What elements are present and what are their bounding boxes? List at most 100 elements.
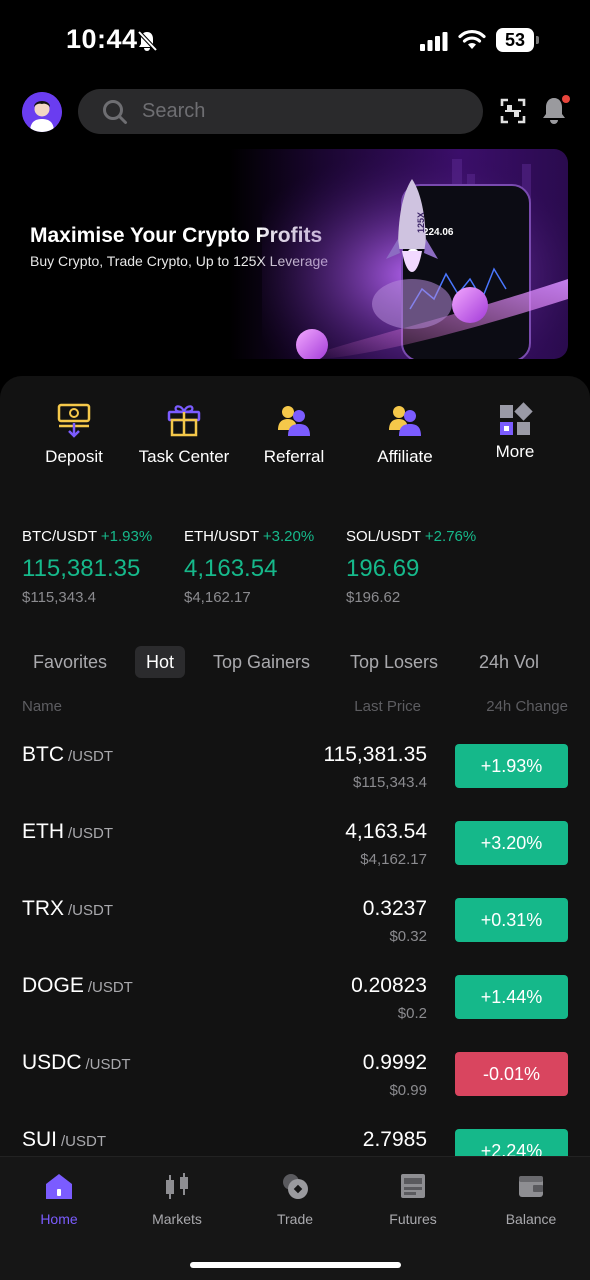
market-row-usdc[interactable]: USDC/USDT 0.9992 $0.99 -0.01% [0, 1051, 590, 1111]
row-pair: SUI/USDT [22, 1128, 106, 1152]
market-row-trx[interactable]: TRX/USDT 0.3237 $0.32 +0.31% [0, 897, 590, 957]
ticker-price: 196.69 [346, 555, 420, 582]
tab-top-gainers[interactable]: Top Gainers [213, 652, 311, 672]
quick-action-label: Task Center [138, 447, 230, 466]
promo-banner[interactable]: Maximise Your Crypto Profits Buy Crypto,… [22, 149, 568, 359]
row-quote-asset: /USDT [68, 825, 113, 842]
ticker-pair-name: SOL/USDT [346, 528, 421, 545]
search-bar[interactable] [78, 89, 483, 134]
tab-hot[interactable]: Hot [135, 646, 186, 678]
row-quote-asset: /USDT [68, 902, 113, 919]
market-tabs: Favorites Hot Top Gainers Top Losers 24h… [22, 646, 590, 680]
row-change-badge[interactable]: +2.24% [455, 1129, 568, 1156]
ticker-btc[interactable]: BTC/USDT +1.93% 115,381.35 $115,343.4 [22, 528, 152, 606]
ticker-sol[interactable]: SOL/USDT +2.76% 196.69 $196.62 [346, 528, 476, 606]
row-pair: USDC/USDT [22, 1051, 131, 1075]
home-icon [46, 1174, 72, 1199]
quick-action-label: Deposit [45, 447, 103, 466]
nav-home[interactable]: Home [4, 1171, 114, 1227]
tab-top-losers[interactable]: Top Losers [350, 652, 439, 672]
row-last-price: 2.7985 [362, 1128, 427, 1151]
nav-label: Home [40, 1211, 78, 1227]
ticker-pair: SOL/USDT +2.76% [346, 528, 476, 545]
row-pair: DOGE/USDT [22, 974, 133, 998]
notification-bell-icon[interactable] [540, 94, 570, 126]
affiliate-icon [389, 406, 421, 436]
row-quote-asset: /USDT [87, 979, 133, 996]
row-usd-price: $0.99 [389, 1082, 427, 1099]
row-pair: ETH/USDT [22, 820, 113, 844]
nav-markets[interactable]: Markets [122, 1171, 232, 1227]
nav-label: Trade [276, 1211, 314, 1227]
main-panel: Deposit Task Center Referral Affiliate [0, 376, 590, 1156]
bell-slash-icon [137, 30, 157, 52]
search-icon [103, 100, 127, 124]
column-header-last-price[interactable]: Last Price [354, 698, 421, 715]
nav-label: Futures [389, 1211, 437, 1227]
market-list: BTC/USDT 115,381.35 $115,343.4 +1.93% ET… [0, 376, 590, 1156]
banner-rocket-phone-illustration: 118,224.06 125X [262, 149, 568, 359]
market-row-sui[interactable]: SUI/USDT 2.7985 +2.24% [0, 1128, 590, 1156]
row-quote-asset: /USDT [68, 748, 113, 765]
banner-rocket-text: 125X [416, 212, 426, 233]
tab-24h-vol[interactable]: 24h Vol [479, 652, 540, 672]
battery-indicator: 53 [496, 28, 540, 52]
quick-action-label: Affiliate [377, 447, 433, 466]
ticker-change: +2.76% [424, 528, 477, 545]
home-indicator [190, 1262, 401, 1268]
row-quote-asset: /USDT [85, 1056, 131, 1073]
row-usd-price: $0.2 [397, 1005, 427, 1022]
avatar[interactable] [22, 92, 62, 132]
row-change-badge[interactable]: +1.93% [455, 744, 568, 788]
market-row-btc[interactable]: BTC/USDT 115,381.35 $115,343.4 +1.93% [0, 743, 590, 803]
column-header-name[interactable]: Name [22, 698, 63, 715]
banner-subtitle: Buy Crypto, Trade Crypto, Up to 125X Lev… [30, 253, 329, 269]
row-base-asset: DOGE [22, 974, 84, 997]
row-change-badge[interactable]: -0.01% [455, 1052, 568, 1096]
ticker-pair: ETH/USDT +3.20% [184, 528, 314, 545]
market-row-eth[interactable]: ETH/USDT 4,163.54 $4,162.17 +3.20% [0, 820, 590, 880]
row-base-asset: USDC [22, 1051, 82, 1074]
ticker-pair-name: BTC/USDT [22, 528, 97, 545]
battery-level: 53 [496, 28, 534, 52]
nav-balance[interactable]: Balance [476, 1171, 586, 1227]
banner-phone-price: 118,224.06 [404, 227, 454, 238]
ticker-usd: $4,162.17 [184, 589, 251, 606]
futures-icon [401, 1174, 425, 1198]
nav-trade[interactable]: Trade [240, 1171, 350, 1227]
quick-action-label: More [495, 442, 535, 461]
ticker-eth[interactable]: ETH/USDT +3.20% 4,163.54 $4,162.17 [184, 528, 314, 606]
row-change-badge[interactable]: +0.31% [455, 898, 568, 942]
market-row-doge[interactable]: DOGE/USDT 0.20823 $0.2 +1.44% [0, 974, 590, 1034]
grid-icon [500, 402, 533, 435]
row-usd-price: $115,343.4 [353, 774, 427, 791]
ticker-usd: $196.62 [346, 589, 401, 606]
row-change-badge[interactable]: +3.20% [455, 821, 568, 865]
trade-icon [283, 1174, 308, 1199]
deposit-icon [57, 403, 91, 438]
ticker-pair: BTC/USDT +1.93% [22, 528, 152, 545]
row-last-price: 115,381.35 [323, 743, 427, 766]
gift-icon [167, 405, 201, 437]
cellular-signal-icon [420, 32, 448, 51]
row-base-asset: BTC [22, 743, 64, 766]
row-usd-price: $0.32 [389, 928, 427, 945]
row-usd-price: $4,162.17 [360, 851, 427, 868]
row-last-price: 4,163.54 [345, 820, 427, 843]
row-last-price: 0.3237 [362, 897, 427, 920]
row-pair: BTC/USDT [22, 743, 113, 767]
scan-icon[interactable] [500, 98, 526, 124]
avatar-person-icon [22, 92, 62, 132]
row-last-price: 0.9992 [362, 1051, 427, 1074]
row-last-price: 0.20823 [351, 974, 427, 997]
row-base-asset: SUI [22, 1128, 58, 1151]
nav-futures[interactable]: Futures [358, 1171, 468, 1227]
tab-favorites[interactable]: Favorites [33, 652, 108, 672]
row-quote-asset: /USDT [61, 1133, 107, 1150]
column-header-24h-change[interactable]: 24h Change [486, 698, 568, 715]
row-change-badge[interactable]: +1.44% [455, 975, 568, 1019]
quick-action-label: Referral [263, 447, 325, 466]
ticker-change: +1.93% [100, 528, 153, 545]
search-input[interactable] [142, 89, 462, 134]
ticker-pair-name: ETH/USDT [184, 528, 259, 545]
